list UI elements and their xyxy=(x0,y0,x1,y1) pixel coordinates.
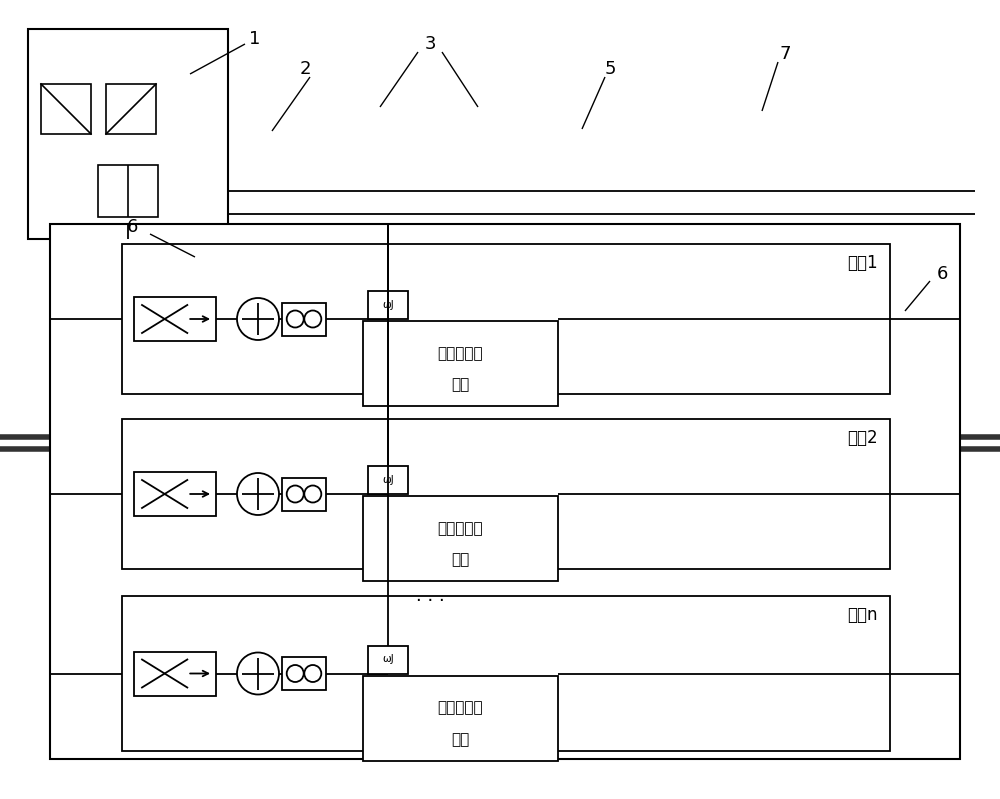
Text: 带热负载的: 带热负载的 xyxy=(438,700,483,715)
Text: 6: 6 xyxy=(126,218,138,236)
Text: 2: 2 xyxy=(299,60,311,78)
Bar xyxy=(106,84,156,134)
Text: 3: 3 xyxy=(424,35,436,53)
Text: 冷板: 冷板 xyxy=(451,552,470,567)
Bar xyxy=(134,472,216,516)
Bar xyxy=(363,321,558,406)
Text: · · ·: · · · xyxy=(416,592,444,610)
Text: ωJ: ωJ xyxy=(382,654,394,665)
Bar xyxy=(98,165,158,217)
Bar xyxy=(368,466,408,494)
Bar xyxy=(122,596,890,751)
Text: 支路1: 支路1 xyxy=(847,254,878,272)
Text: 带热负载的: 带热负载的 xyxy=(438,346,483,361)
Bar xyxy=(282,657,326,690)
Bar xyxy=(368,646,408,674)
Text: 1: 1 xyxy=(249,30,261,48)
Bar xyxy=(50,224,960,759)
Bar xyxy=(363,496,558,581)
Text: 带热负载的: 带热负载的 xyxy=(438,521,483,536)
Bar xyxy=(41,84,91,134)
Bar xyxy=(282,478,326,511)
Text: 支路2: 支路2 xyxy=(847,429,878,447)
Text: 6: 6 xyxy=(936,265,948,283)
Text: 5: 5 xyxy=(604,60,616,78)
Bar xyxy=(28,29,228,239)
Bar xyxy=(134,297,216,341)
Bar xyxy=(122,244,890,394)
Text: ωJ: ωJ xyxy=(382,300,394,310)
Bar xyxy=(368,291,408,319)
Bar xyxy=(134,651,216,695)
Text: 支路n: 支路n xyxy=(848,606,878,624)
Text: ωJ: ωJ xyxy=(382,475,394,485)
Text: 冷板: 冷板 xyxy=(451,732,470,747)
Bar xyxy=(122,419,890,569)
Text: 7: 7 xyxy=(779,45,791,63)
Bar xyxy=(363,675,558,761)
Text: 冷板: 冷板 xyxy=(451,377,470,392)
Bar xyxy=(282,303,326,336)
